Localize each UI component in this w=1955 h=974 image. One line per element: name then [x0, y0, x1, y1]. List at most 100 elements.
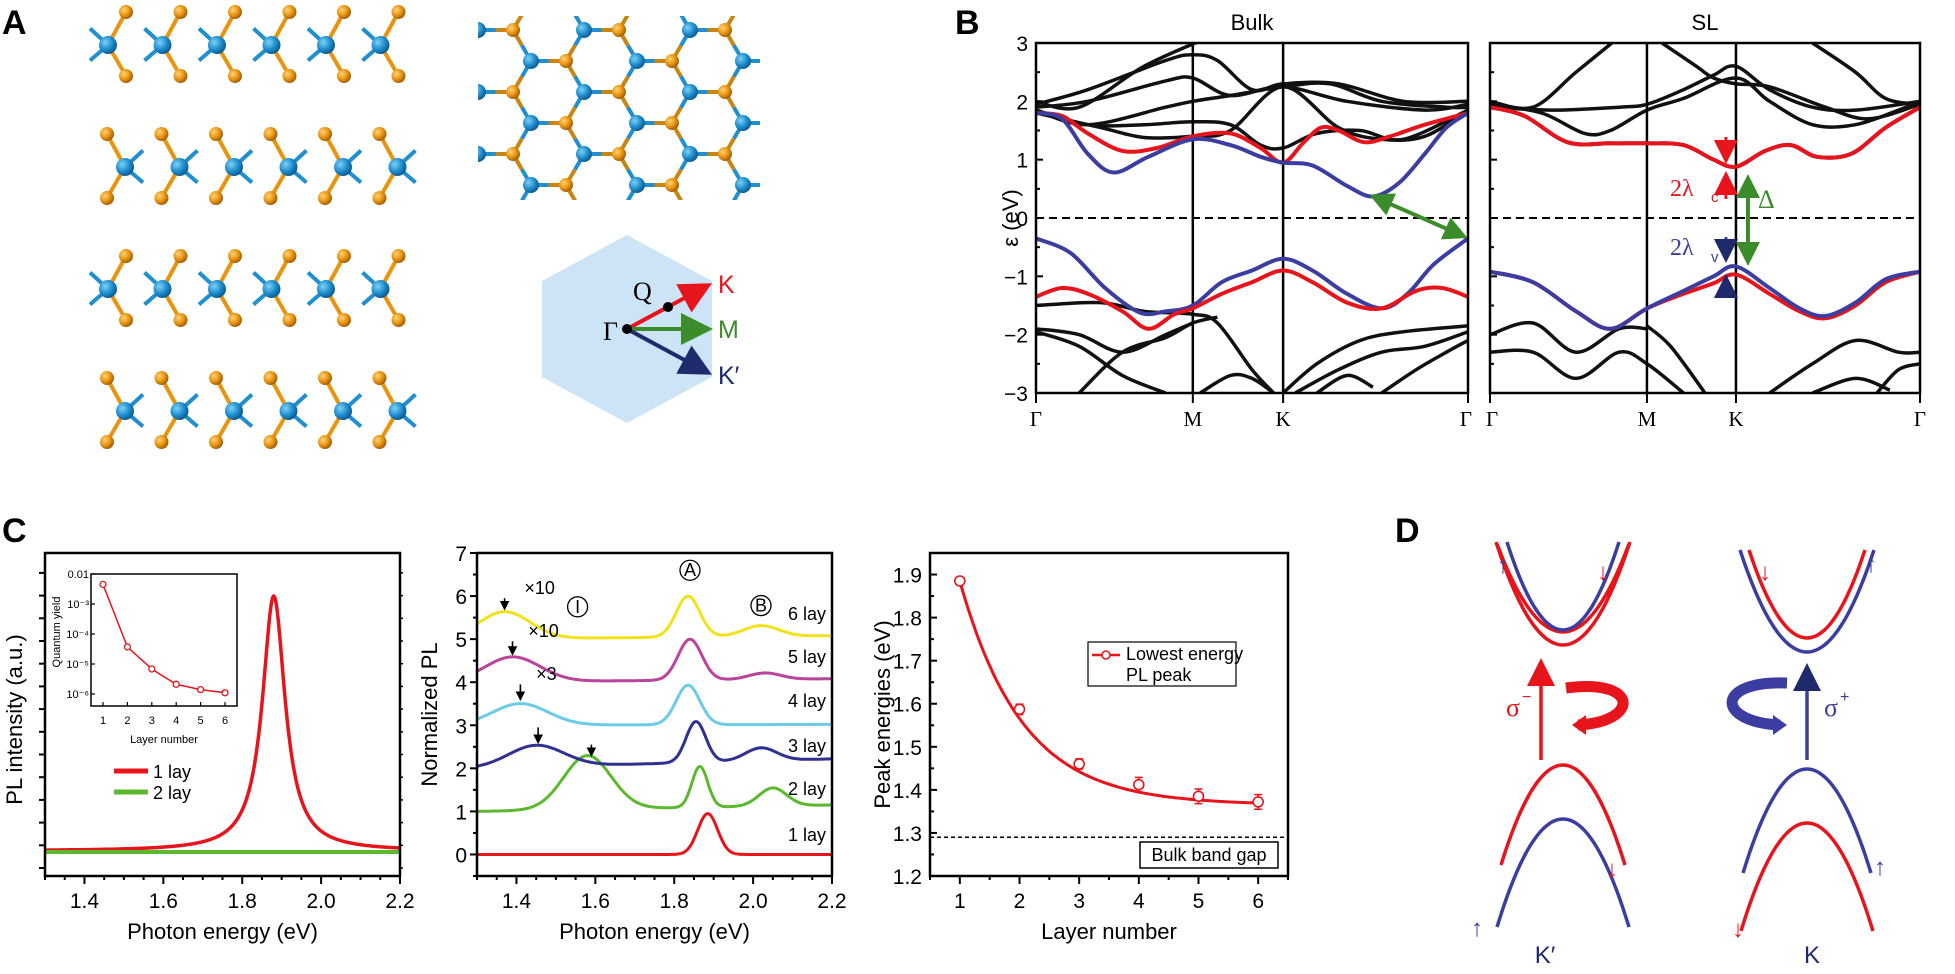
metal-atom [1212, 208, 1228, 224]
bond [1202, 0, 1211, 15]
conduction-band-spin-up [1505, 541, 1621, 632]
panel-label-b: B [955, 4, 980, 42]
metal-atom [1159, 177, 1175, 193]
bond [416, 232, 425, 248]
bond [513, 216, 522, 232]
bond [672, 433, 681, 449]
bond [787, 77, 796, 93]
bond [1255, 464, 1264, 480]
bond [1052, 371, 1061, 387]
bond [575, 216, 584, 232]
peak-label: B [755, 596, 767, 616]
data-point [1192, 790, 1205, 803]
npl-frame [475, 551, 834, 878]
band-line [1036, 52, 1468, 106]
bond [416, 480, 425, 496]
metal-atom [208, 280, 226, 298]
bond [513, 263, 522, 279]
bond [416, 123, 425, 139]
x-tick-label: K [1728, 407, 1743, 431]
y-tick-label: 1.2 [893, 866, 922, 889]
valence-band-spin-down [1739, 821, 1875, 932]
metal-atom [735, 177, 751, 193]
bond [566, 480, 575, 496]
bond [460, 185, 469, 201]
scale-x3-label: ×3 [536, 664, 557, 684]
bond [999, 139, 1008, 155]
chalcogen-atom [1036, 271, 1050, 285]
metal-atom [417, 425, 433, 441]
bond [407, 77, 416, 93]
chalcogen-atom [1301, 488, 1315, 502]
chalcogen-atom [453, 54, 467, 68]
lambda-v-label: 2λ [1670, 235, 1694, 261]
y-tick-label: −3 [1004, 383, 1028, 406]
chalcogen-atom [665, 54, 679, 68]
bond [1264, 108, 1273, 124]
band-line [1380, 338, 1468, 393]
metal-atom [629, 425, 645, 441]
bond [884, 46, 893, 62]
chalcogen-atom [718, 23, 732, 37]
metal-atom [364, 146, 380, 162]
x-tick-label: 1.8 [660, 890, 689, 913]
bond [1255, 449, 1264, 465]
chalcogen-atom [877, 240, 891, 254]
chalcogen-atom [771, 240, 785, 254]
metal-atom [1053, 487, 1069, 503]
pl-series-1-lay [44, 594, 401, 852]
bond [831, 387, 840, 403]
npl-xlabel: Photon energy (eV) [559, 919, 750, 944]
y-tick-label: 5 [455, 629, 467, 652]
bond [478, 154, 480, 158]
chalcogen-atom [1301, 178, 1315, 192]
bond [831, 77, 840, 93]
right-circular-polarization-icon [1726, 677, 1788, 731]
chalcogen-atom [263, 127, 278, 141]
bond [937, 387, 946, 403]
conduction-band-spin-up [1738, 549, 1876, 654]
chalcogen-atom [228, 69, 242, 83]
bond [469, 464, 478, 480]
x-tick-label: 2.0 [739, 890, 768, 913]
chalcogen-atom [718, 457, 732, 471]
npl-series-6-lay [476, 594, 832, 640]
chalcogen-atom [263, 435, 278, 449]
chalcogen-atom [983, 0, 997, 6]
metal-atom [788, 456, 804, 472]
scale-x10-label: ×10 [528, 621, 559, 641]
metal-atom [894, 208, 910, 224]
layer-label: 6 lay [788, 604, 826, 624]
bond [884, 480, 893, 496]
x-tick-label: 1.4 [502, 890, 532, 913]
bond [937, 449, 946, 465]
peak-fit-line [958, 580, 1259, 805]
gamma-label: Γ [603, 317, 618, 346]
bond [840, 61, 849, 77]
y-tick-label: 1.5 [893, 737, 922, 760]
metal-atom [262, 36, 281, 54]
metal-atom [629, 53, 645, 69]
bond [1211, 201, 1220, 217]
bond [1158, 247, 1167, 263]
chalcogen-atom [877, 0, 891, 6]
band-line [1875, 362, 1920, 393]
metal-atom [1106, 270, 1122, 286]
chalcogen-atom [209, 435, 223, 449]
sl-title: SL [1692, 10, 1719, 35]
bond [416, 46, 425, 62]
metal-atom [371, 280, 390, 298]
sigma-plus-label: σ [1824, 693, 1838, 722]
panel-label-a: A [2, 4, 27, 42]
sigma-minus-label: σ [1506, 693, 1520, 722]
chalcogen-atom [453, 0, 467, 6]
bond [778, 123, 787, 139]
chalcogen-atom [612, 209, 626, 223]
legend-label: 2 lay [153, 783, 191, 803]
bond [522, 356, 531, 372]
bond [1149, 92, 1158, 108]
metal-atom [1053, 425, 1069, 441]
chalcogen-atom [506, 395, 520, 409]
chalcogen-atom [1036, 457, 1050, 471]
chalcogen-atom [1142, 23, 1156, 37]
